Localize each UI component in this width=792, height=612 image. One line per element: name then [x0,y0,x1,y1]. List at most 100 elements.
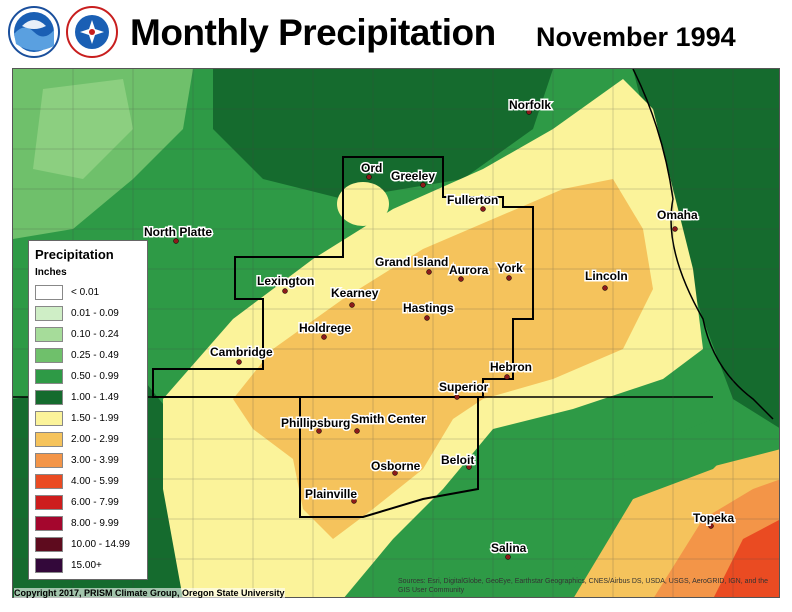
city-dot [505,554,511,560]
header: Monthly Precipitation November 1994 [0,0,792,68]
noaa-logo [8,6,60,58]
legend-item: 1.50 - 1.99 [35,411,145,427]
city-dot [282,288,288,294]
city-dot [351,498,357,504]
legend-item: 1.00 - 1.49 [35,390,145,406]
city-label-plainville: Plainville [305,487,357,501]
legend-title: Precipitation [35,247,114,262]
legend-item: 0.50 - 0.99 [35,369,145,385]
city-label-osborne: Osborne [371,459,421,473]
legend-swatch [35,558,63,573]
city-label-beloit: Beloit [441,453,474,467]
city-dot [454,394,460,400]
legend-label: 2.00 - 2.99 [71,434,119,445]
legend-item: 3.00 - 3.99 [35,453,145,469]
city-label-phillipsburg: Phillipsburg [281,416,350,430]
legend-swatch [35,495,63,510]
city-dot [426,269,432,275]
legend-swatch [35,348,63,363]
city-dot [349,302,355,308]
city-dot [173,238,179,244]
city-dot [504,374,510,380]
orange-core [233,179,653,539]
legend-swatch [35,474,63,489]
city-dot [458,276,464,282]
city-label-salina: Salina [491,541,527,555]
legend-label: 0.10 - 0.24 [71,329,119,340]
city-label-cambridge: Cambridge [210,345,273,359]
legend-item: 10.00 - 14.99 [35,537,145,553]
city-label-lexington: Lexington [257,274,314,288]
city-label-greeley: Greeley [391,169,435,183]
attribution-text: Sources: Esri, DigitalGlobe, GeoEye, Ear… [398,578,768,594]
legend-swatch [35,516,63,531]
city-dot [526,109,532,115]
city-dot [236,359,242,365]
legend-units: Inches [35,267,67,278]
legend-label: 6.00 - 7.99 [71,497,119,508]
legend-swatch [35,390,63,405]
city-label-york: York [497,261,523,275]
green-se-band [484,419,753,597]
legend-swatch [35,285,63,300]
city-dot [708,523,714,529]
legend-label: 1.50 - 1.99 [71,413,119,424]
city-label-hebron: Hebron [490,360,532,374]
legend-swatch [35,432,63,447]
city-label-omaha: Omaha [657,208,698,222]
city-dot [316,428,322,434]
legend-label: < 0.01 [71,287,100,298]
city-label-superior: Superior [439,380,489,394]
city-label-north-platte: North Platte [144,225,212,239]
legend-swatch [35,411,63,426]
city-label-hastings: Hastings [403,301,454,315]
legend-swatch [35,327,63,342]
city-dot [392,470,398,476]
legend-swatch [35,453,63,468]
page-title: Monthly Precipitation [130,12,496,53]
city-label-lincoln: Lincoln [585,269,628,283]
city-label-fullerton: Fullerton [447,193,498,207]
city-dot [321,334,327,340]
legend-item: 8.00 - 9.99 [35,516,145,532]
legend-label: 4.00 - 5.99 [71,476,119,487]
lighter-green-nw [33,79,133,179]
dark-green-north [213,69,553,199]
city-dot [366,174,372,180]
city-dot [420,182,426,188]
legend-label: 8.00 - 9.99 [71,518,119,529]
legend: Precipitation Inches < 0.01 0.01 - 0.09 0.… [28,240,148,580]
city-dot [506,275,512,281]
legend-item: 4.00 - 5.99 [35,474,145,490]
city-dot [672,226,678,232]
city-label-grand-island: Grand Island [375,255,448,269]
nws-logo [66,6,118,58]
map-date: November 1994 [536,22,736,52]
city-dot [424,315,430,321]
copyright-text: Copyright 2017, PRISM Climate Group, Ore… [14,588,285,598]
legend-label: 10.00 - 14.99 [71,539,130,550]
legend-item: 0.01 - 0.09 [35,306,145,322]
legend-swatch [35,537,63,552]
legend-label: 0.50 - 0.99 [71,371,119,382]
dark-green-east [633,69,779,428]
legend-label: 0.01 - 0.09 [71,308,119,319]
city-dot [466,464,472,470]
city-dot [480,206,486,212]
city-label-ord: Ord [361,161,382,175]
city-label-topeka: Topeka [693,511,734,525]
region-outline-ne [152,156,534,398]
region-outline-ks [299,396,479,518]
legend-label: 3.00 - 3.99 [71,455,119,466]
legend-swatch [35,369,63,384]
city-label-norfolk: Norfolk [509,98,551,112]
city-label-kearney: Kearney [331,286,379,300]
legend-item: < 0.01 [35,285,145,301]
city-dot [354,428,360,434]
map-canvas: Norfolk Ord Greeley Fullerton North Plat… [13,69,779,597]
missouri-river [632,69,774,420]
red-se [714,520,779,597]
city-label-aurora: Aurora [449,263,489,277]
city-label-smith-center: Smith Center [351,412,426,426]
city-label-holdrege: Holdrege [299,321,351,335]
